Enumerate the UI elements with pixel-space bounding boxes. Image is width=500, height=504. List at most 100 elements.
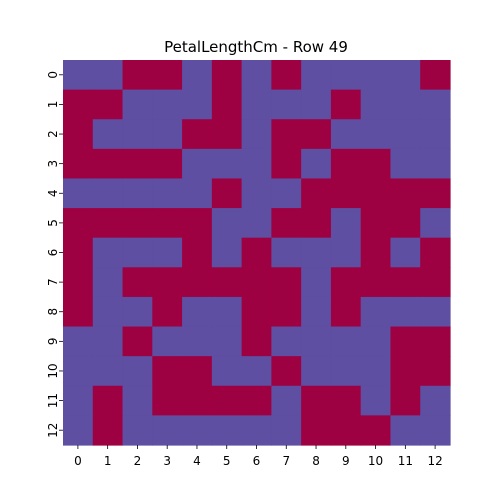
- heatmap-cell-r0-c0: [63, 60, 94, 91]
- heatmap-cell-r1-c10: [360, 89, 392, 120]
- heatmap-cell-r11-c4: [182, 385, 213, 416]
- heatmap-cell-r0-c11: [390, 60, 421, 91]
- heatmap-cell-r11-c12: [420, 385, 451, 416]
- heatmap-cell-r5-c12: [420, 208, 451, 239]
- heatmap-cell-r10-c9: [330, 356, 362, 387]
- x-tick-label: 1: [104, 454, 112, 468]
- heatmap-cell-r10-c7: [271, 356, 302, 387]
- x-tick-label: 3: [163, 454, 171, 468]
- heatmap-cell-r12-c4: [182, 415, 213, 446]
- heatmap-cell-r8-c11: [390, 296, 421, 328]
- heatmap-cell-r12-c10: [360, 415, 392, 446]
- heatmap-cell-r3-c4: [182, 148, 213, 180]
- y-tick-label: 0: [46, 71, 60, 79]
- heatmap-cell-r8-c8: [301, 296, 332, 328]
- heatmap-cell-r7-c10: [360, 267, 392, 298]
- heatmap-cell-r7-c1: [92, 267, 124, 298]
- heatmap-cell-r4-c1: [92, 178, 124, 209]
- heatmap-cell-r5-c1: [92, 208, 124, 239]
- heatmap-cell-r10-c12: [420, 356, 451, 387]
- heatmap-cell-r4-c5: [211, 178, 243, 209]
- heatmap-cell-r10-c0: [63, 356, 94, 387]
- heatmap-cell-r6-c12: [420, 237, 451, 268]
- heatmap-cell-r6-c9: [330, 237, 362, 268]
- heatmap-cell-r8-c6: [241, 296, 272, 328]
- y-tick-label: 3: [46, 160, 60, 168]
- heatmap-cell-r7-c3: [152, 267, 183, 298]
- heatmap-cell-r11-c11: [390, 385, 421, 416]
- heatmap-cell-r11-c9: [330, 385, 362, 416]
- heatmap-cell-r11-c5: [211, 385, 243, 416]
- heatmap-cell-r7-c8: [301, 267, 332, 298]
- heatmap-cell-r3-c6: [241, 148, 272, 180]
- heatmap-cell-r0-c8: [301, 60, 332, 91]
- heatmap-cell-r4-c10: [360, 178, 392, 209]
- heatmap-cell-r2-c11: [390, 119, 421, 150]
- heatmap-cell-r4-c0: [63, 178, 94, 209]
- x-tick-label: 0: [74, 454, 82, 468]
- heatmap-cell-r7-c7: [271, 267, 302, 298]
- y-tick-label: 9: [46, 338, 60, 346]
- heatmap-cell-r4-c8: [301, 178, 332, 209]
- heatmap-cell-r10-c5: [211, 356, 243, 387]
- heatmap-cell-r7-c9: [330, 267, 362, 298]
- heatmap-cell-r2-c2: [122, 119, 153, 150]
- heatmap-cell-r9-c5: [211, 326, 243, 357]
- heatmap-cell-r8-c12: [420, 296, 451, 328]
- heatmap-cell-r10-c10: [360, 356, 392, 387]
- heatmap-cell-r8-c7: [271, 296, 302, 328]
- heatmap-cell-r9-c3: [152, 326, 183, 357]
- y-tick-label: 5: [46, 219, 60, 227]
- heatmap-cell-r2-c7: [271, 119, 302, 150]
- y-tick-label: 8: [46, 308, 60, 316]
- y-tick-label: 11: [46, 393, 60, 408]
- heatmap-cell-r1-c12: [420, 89, 451, 120]
- heatmap-cell-r5-c10: [360, 208, 392, 239]
- heatmap-cell-r9-c4: [182, 326, 213, 357]
- heatmap-cell-r1-c4: [182, 89, 213, 120]
- heatmap-cell-r3-c0: [63, 148, 94, 180]
- heatmap-cell-r12-c11: [390, 415, 421, 446]
- heatmap-cell-r6-c4: [182, 237, 213, 268]
- heatmap-cell-r1-c6: [241, 89, 272, 120]
- x-tick-label: 6: [253, 454, 261, 468]
- heatmap-cell-r9-c2: [122, 326, 153, 357]
- heatmap-cell-r11-c0: [63, 385, 94, 416]
- heatmap-cell-r5-c6: [241, 208, 272, 239]
- heatmap-cell-r3-c10: [360, 148, 392, 180]
- heatmap-cell-r10-c1: [92, 356, 124, 387]
- heatmap-cell-r6-c10: [360, 237, 392, 268]
- heatmap-cell-r7-c11: [390, 267, 421, 298]
- heatmap-cell-r1-c5: [211, 89, 243, 120]
- heatmap-cell-r3-c7: [271, 148, 302, 180]
- heatmap-cell-r2-c6: [241, 119, 272, 150]
- heatmap-cell-r11-c7: [271, 385, 302, 416]
- heatmap-cell-r6-c7: [271, 237, 302, 268]
- x-tick-label: 10: [368, 454, 383, 468]
- heatmap-cell-r8-c5: [211, 296, 243, 328]
- heatmap-cell-r12-c8: [301, 415, 332, 446]
- x-tick-label: 12: [427, 454, 442, 468]
- heatmap-cell-r6-c0: [63, 237, 94, 268]
- heatmap-cell-r3-c5: [211, 148, 243, 180]
- heatmap-cell-r5-c9: [330, 208, 362, 239]
- heatmap-cell-r11-c8: [301, 385, 332, 416]
- x-tick-label: 9: [342, 454, 350, 468]
- heatmap-cell-r8-c2: [122, 296, 153, 328]
- heatmap-cell-r9-c10: [360, 326, 392, 357]
- heatmap-cell-r3-c9: [330, 148, 362, 180]
- x-tick-label: 4: [193, 454, 201, 468]
- heatmap-cell-r8-c10: [360, 296, 392, 328]
- heatmap-cell-r5-c11: [390, 208, 421, 239]
- heatmap-cell-r9-c11: [390, 326, 421, 357]
- heatmap-cell-r7-c5: [211, 267, 243, 298]
- heatmap-cell-r7-c4: [182, 267, 213, 298]
- heatmap-cell-r0-c5: [211, 60, 243, 91]
- heatmap-cell-r5-c4: [182, 208, 213, 239]
- heatmap-cell-r12-c7: [271, 415, 302, 446]
- heatmap-cell-r8-c3: [152, 296, 183, 328]
- heatmap-cell-r3-c11: [390, 148, 421, 180]
- y-tick-label: 12: [46, 423, 60, 438]
